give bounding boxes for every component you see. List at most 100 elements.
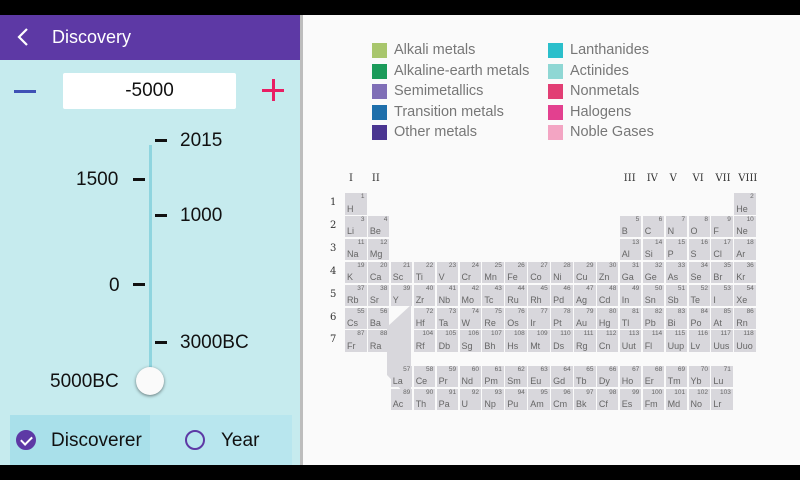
element-cell[interactable]: 68 Er	[642, 365, 665, 388]
element-cell[interactable]: 39 Y	[390, 284, 413, 307]
element-cell[interactable]: 114 Fl	[642, 330, 665, 352]
element-cell[interactable]: 27 Co	[528, 261, 550, 284]
element-cell[interactable]: 48 Cd	[596, 284, 619, 307]
element-cell[interactable]: 52 Te	[688, 284, 710, 307]
element-cell[interactable]: 75 Re	[482, 307, 504, 329]
element-cell[interactable]: 115 Uup	[665, 330, 688, 352]
element-cell[interactable]: 97 Bk	[574, 388, 596, 411]
element-cell[interactable]: 108 Hs	[505, 330, 527, 352]
element-cell[interactable]: 14 Si	[642, 238, 665, 261]
element-cell[interactable]: 76 Os	[505, 307, 527, 329]
element-cell[interactable]: 70 Yb	[688, 365, 710, 388]
element-cell[interactable]: 64 Gd	[551, 365, 573, 388]
element-cell[interactable]: 20 Ca	[367, 261, 390, 284]
increase-year-button[interactable]	[262, 79, 286, 103]
back-arrow-icon[interactable]	[12, 25, 36, 49]
element-cell[interactable]: 103 Lr	[711, 388, 733, 411]
element-cell[interactable]: 44 Ru	[505, 284, 527, 307]
element-cell[interactable]: 36 Kr	[734, 261, 756, 284]
element-cell[interactable]: 23 V	[436, 261, 459, 284]
element-cell[interactable]: 46 Pd	[551, 284, 573, 307]
year-input[interactable]	[63, 73, 236, 109]
element-cell[interactable]: 30 Zn	[596, 261, 619, 284]
element-cell[interactable]: 56 Ba	[367, 307, 390, 329]
element-cell[interactable]: 59 Pr	[436, 365, 459, 388]
element-cell[interactable]: 49 In	[619, 284, 642, 307]
element-cell[interactable]: 78 Pt	[551, 307, 573, 329]
element-cell[interactable]: 11 Na	[345, 238, 367, 261]
element-cell[interactable]: 13 Al	[619, 238, 642, 261]
element-cell[interactable]: 66 Dy	[596, 365, 619, 388]
element-cell[interactable]: 88 Ra	[367, 330, 390, 352]
element-cell[interactable]: 57 La	[390, 365, 413, 388]
element-cell[interactable]: 111 Rg	[574, 330, 596, 352]
element-cell[interactable]: 63 Eu	[528, 365, 550, 388]
decrease-year-button[interactable]	[14, 78, 38, 104]
element-cell[interactable]: 99 Es	[619, 388, 642, 411]
element-cell[interactable]: 25 Mn	[482, 261, 504, 284]
element-cell[interactable]: 107 Bh	[482, 330, 504, 352]
element-cell[interactable]: 12 Mg	[367, 238, 390, 261]
element-cell[interactable]: 4 Be	[367, 215, 390, 238]
element-cell[interactable]: 41 Nb	[436, 284, 459, 307]
element-cell[interactable]: 10 Ne	[734, 215, 756, 238]
element-cell[interactable]: 24 Cr	[459, 261, 481, 284]
element-cell[interactable]: 45 Rh	[528, 284, 550, 307]
element-cell[interactable]: 89 Ac	[390, 388, 413, 411]
element-cell[interactable]: 29 Cu	[574, 261, 596, 284]
element-cell[interactable]: 118 Uuo	[734, 330, 756, 352]
element-cell[interactable]: 54 Xe	[734, 284, 756, 307]
element-cell[interactable]: 73 Ta	[436, 307, 459, 329]
element-cell[interactable]: 102 No	[688, 388, 710, 411]
element-cell[interactable]: 47 Ag	[574, 284, 596, 307]
element-cell[interactable]: 15 P	[665, 238, 688, 261]
element-cell[interactable]: 33 As	[665, 261, 688, 284]
element-cell[interactable]: 105 Db	[436, 330, 459, 352]
checked-radio-icon[interactable]	[16, 430, 36, 450]
element-cell[interactable]: 50 Sn	[642, 284, 665, 307]
element-cell[interactable]: 2 He	[734, 193, 756, 215]
element-cell[interactable]: 62 Sm	[505, 365, 527, 388]
discoverer-radio-option[interactable]: Discoverer	[10, 415, 150, 465]
element-cell[interactable]: 35 Br	[711, 261, 733, 284]
element-cell[interactable]: 84 Po	[688, 307, 710, 329]
element-cell[interactable]: 34 Se	[688, 261, 710, 284]
element-cell[interactable]: 98 Cf	[596, 388, 619, 411]
element-cell[interactable]: 26 Fe	[505, 261, 527, 284]
element-cell[interactable]: 69 Tm	[665, 365, 688, 388]
element-cell[interactable]: 19 K	[345, 261, 367, 284]
element-cell[interactable]: 91 Pa	[436, 388, 459, 411]
element-cell[interactable]: 86 Rn	[734, 307, 756, 329]
element-cell[interactable]: 58 Ce	[413, 365, 436, 388]
element-cell[interactable]: 18 Ar	[734, 238, 756, 261]
element-cell[interactable]: 82 Pb	[642, 307, 665, 329]
slider-thumb[interactable]	[136, 367, 164, 395]
element-cell[interactable]: 77 Ir	[528, 307, 550, 329]
element-cell[interactable]: 81 Tl	[619, 307, 642, 329]
unchecked-radio-icon[interactable]	[185, 430, 205, 450]
element-cell[interactable]: 95 Am	[528, 388, 550, 411]
element-cell[interactable]: 3 Li	[345, 215, 367, 238]
element-cell[interactable]: 104 Rf	[413, 330, 436, 352]
element-cell[interactable]: 116 Lv	[688, 330, 710, 352]
element-cell[interactable]: 100 Fm	[642, 388, 665, 411]
element-cell[interactable]: 55 Cs	[345, 307, 367, 329]
element-cell[interactable]: 16 S	[688, 238, 710, 261]
element-cell[interactable]: 94 Pu	[505, 388, 527, 411]
element-cell[interactable]: 65 Tb	[574, 365, 596, 388]
element-cell[interactable]: 110 Ds	[551, 330, 573, 352]
year-radio-option[interactable]: Year	[151, 415, 292, 465]
element-cell[interactable]: 22 Ti	[413, 261, 436, 284]
element-cell[interactable]: 117 Uus	[711, 330, 733, 352]
element-cell[interactable]: 90 Th	[413, 388, 436, 411]
element-cell[interactable]: 43 Tc	[482, 284, 504, 307]
element-cell[interactable]: 92 U	[459, 388, 481, 411]
element-cell[interactable]: 37 Rb	[345, 284, 367, 307]
element-cell[interactable]: 67 Ho	[619, 365, 642, 388]
